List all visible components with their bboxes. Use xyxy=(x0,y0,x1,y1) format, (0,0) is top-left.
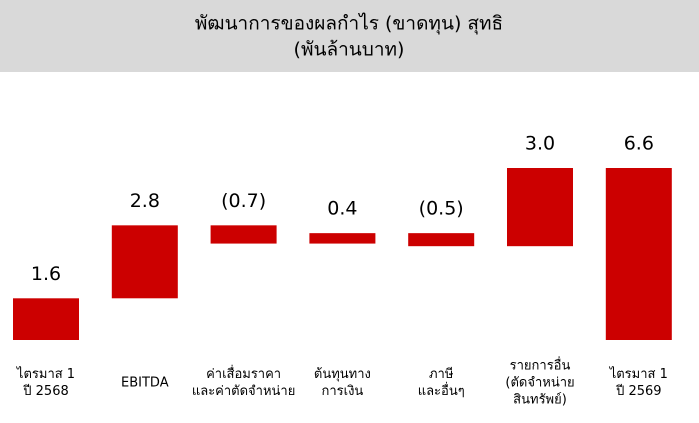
x-tick-label: ต้นทุนทาง xyxy=(314,367,371,382)
x-tick-label: ปี 2568 xyxy=(22,383,68,399)
x-tick-label: การเงิน xyxy=(321,384,363,399)
value-label: 6.6 xyxy=(624,133,654,155)
x-tick-label: รายการอื่น xyxy=(510,357,571,374)
x-tick-label: และค่าตัดจำหน่าย xyxy=(192,384,296,399)
x-tick-label: สินทรัพย์) xyxy=(513,392,567,408)
chart-title: พัฒนาการของผลกำไร (ขาดทุน) สุทธิ xyxy=(195,13,503,36)
x-tick-label: และอื่นๆ xyxy=(418,382,465,399)
bar xyxy=(13,298,79,340)
title-band xyxy=(0,0,699,72)
value-label: (0.7) xyxy=(221,190,266,212)
value-label: 3.0 xyxy=(525,133,555,155)
x-tick-label: ภาษี xyxy=(429,366,454,382)
value-label: 1.6 xyxy=(31,263,61,285)
x-tick-label: ปี 2569 xyxy=(615,383,661,399)
bar xyxy=(408,233,475,247)
bar xyxy=(210,225,277,244)
bar xyxy=(507,168,573,247)
x-tick-label: ค่าเสื่อมราคา xyxy=(206,365,281,382)
bar xyxy=(605,168,672,340)
bar xyxy=(111,225,178,299)
chart-subtitle: (พันล้านบาท) xyxy=(294,39,405,61)
x-tick-label: EBITDA xyxy=(121,376,169,391)
value-label: 0.4 xyxy=(327,198,357,220)
x-tick-label: ไตรมาส 1 xyxy=(609,366,668,382)
value-label: 2.8 xyxy=(130,190,160,212)
bar xyxy=(309,233,376,244)
x-tick-label: ไตรมาส 1 xyxy=(16,366,75,382)
value-label: (0.5) xyxy=(419,198,464,220)
x-tick-label: (ตัดจำหน่าย xyxy=(505,376,574,391)
